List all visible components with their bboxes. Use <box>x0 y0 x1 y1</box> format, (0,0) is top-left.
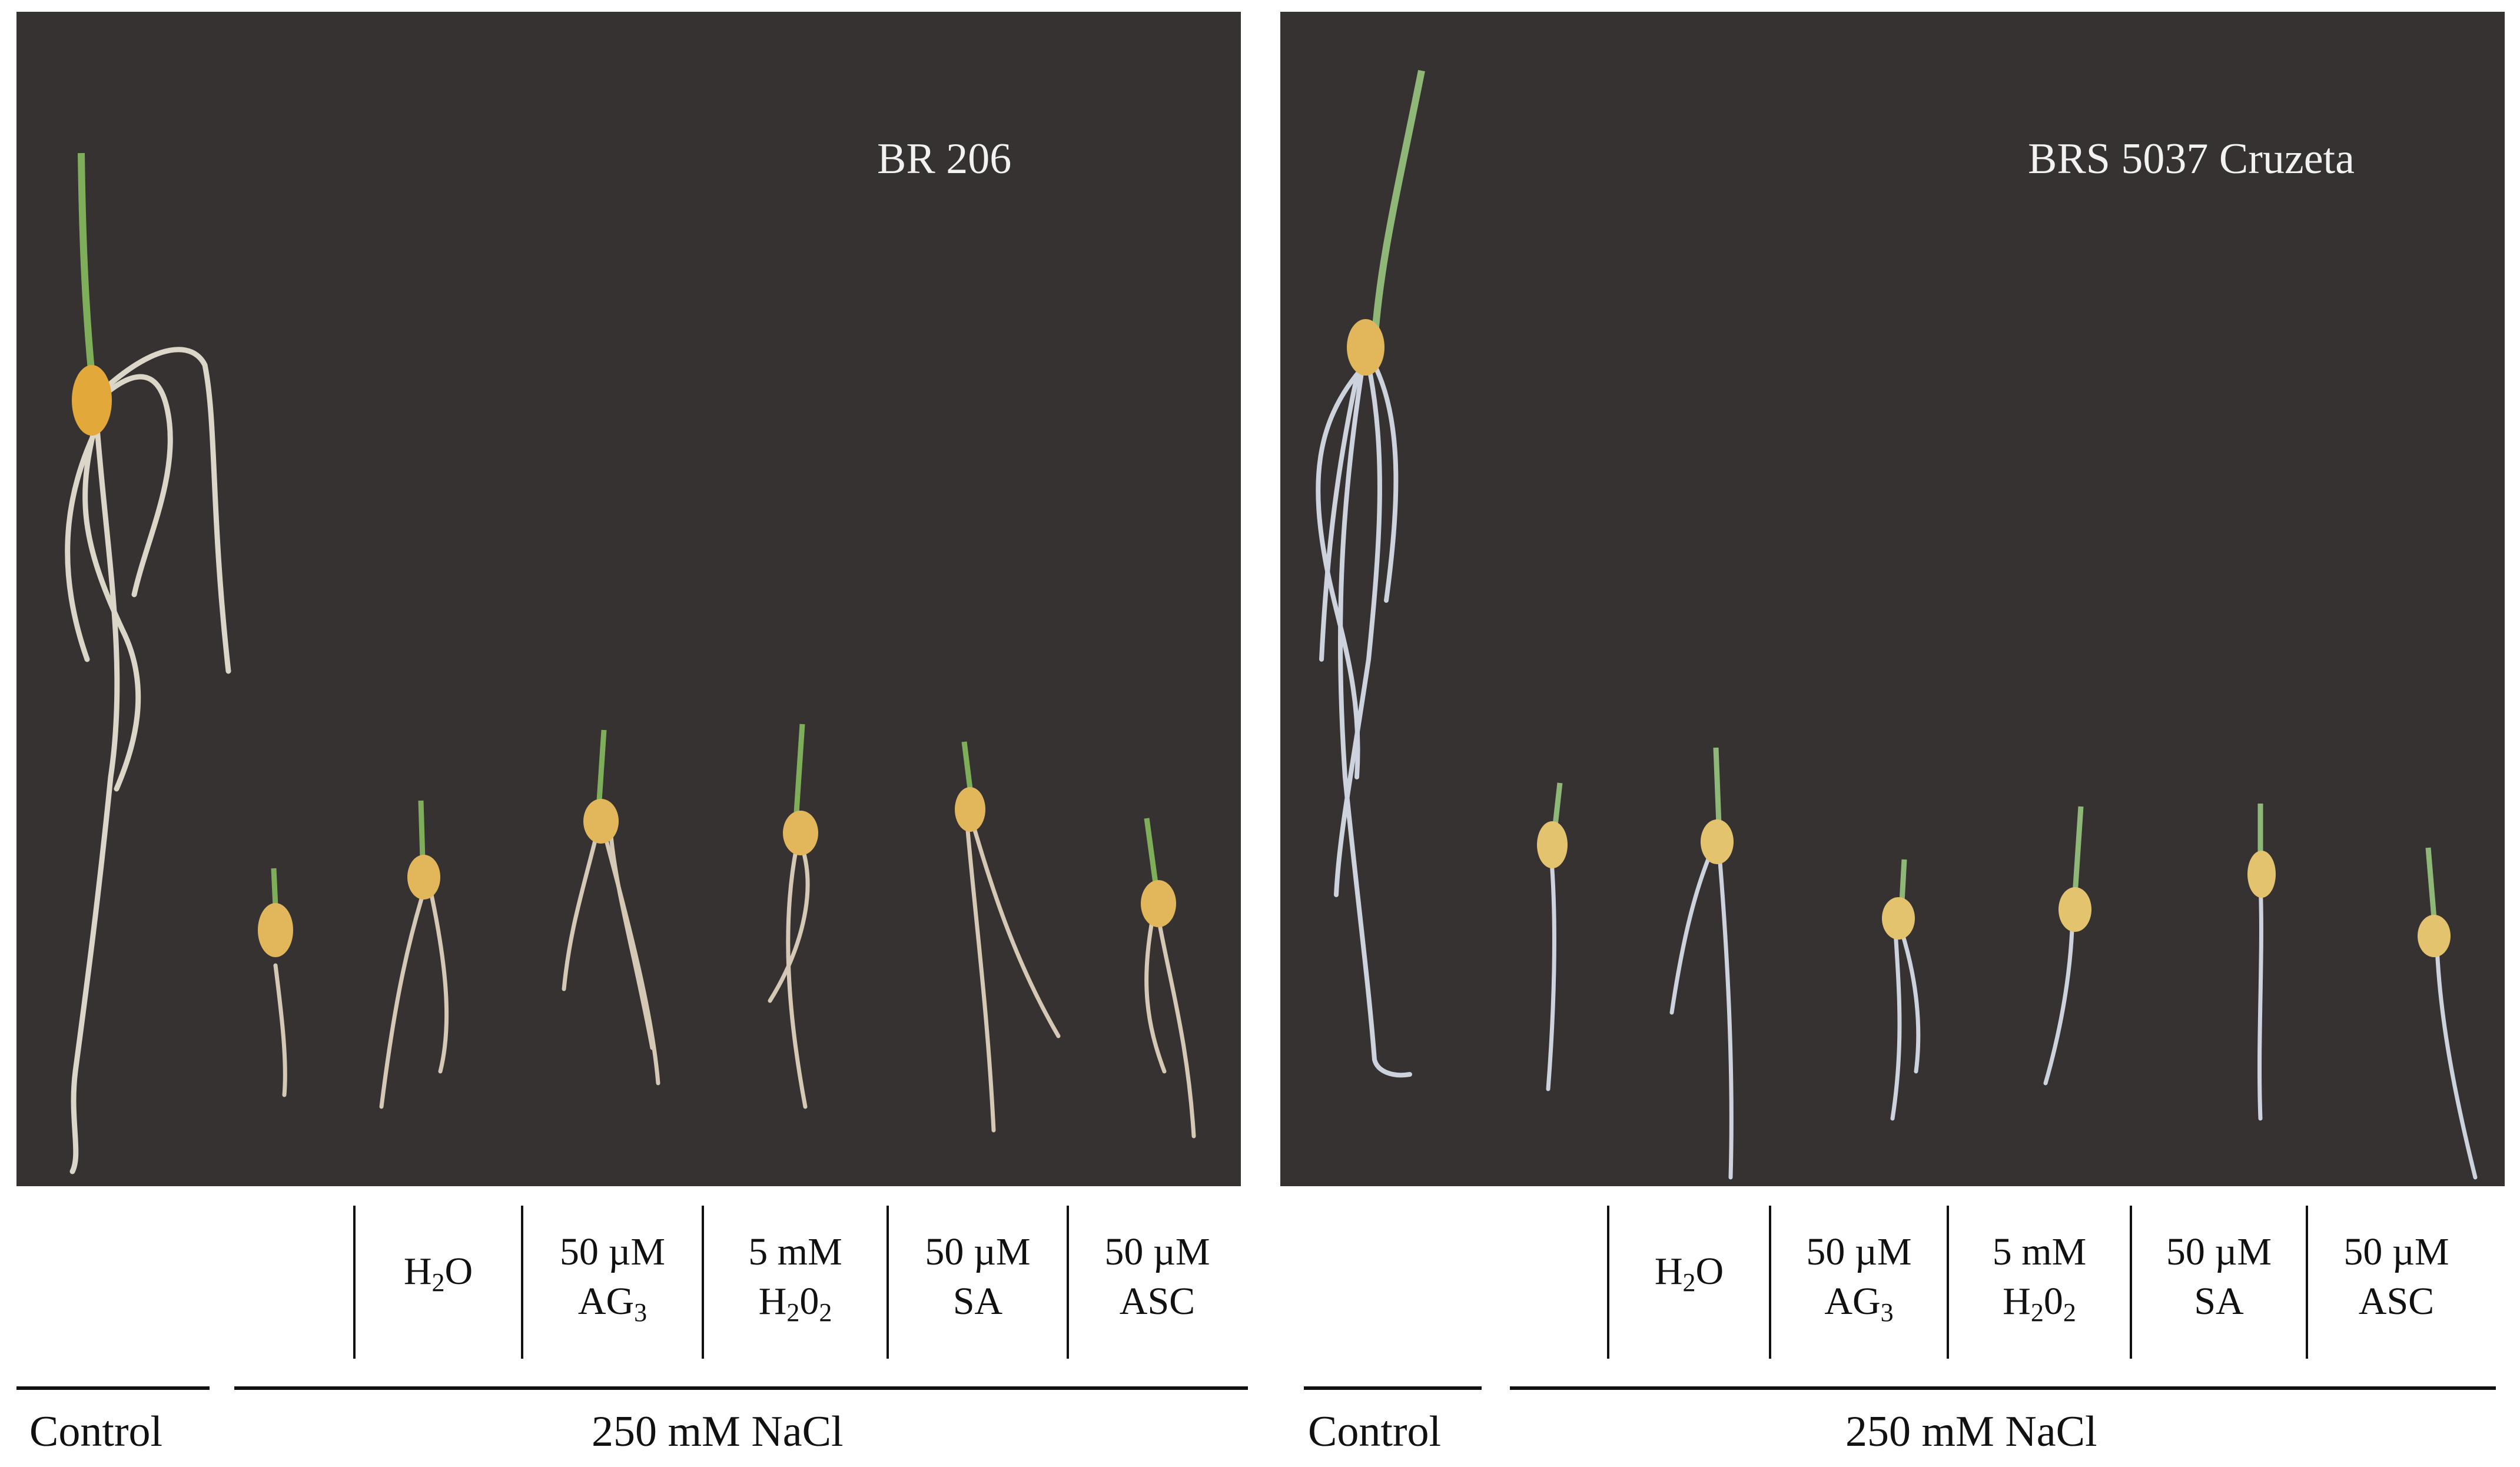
divider <box>521 1206 523 1359</box>
seedling-photo-brs5037: BRS 5037 Cruzeta <box>1280 12 2505 1186</box>
treatment-text: H <box>403 1250 432 1293</box>
treatment-label-h2o: H2O <box>1609 1247 1769 1296</box>
cultivar-label: BRS 5037 Cruzeta <box>2028 135 2355 183</box>
treatment-text: O <box>444 1250 473 1293</box>
treatment-text: AG <box>1824 1280 1881 1323</box>
subscript: 2 <box>819 1298 832 1327</box>
subscript: 2 <box>1682 1268 1696 1297</box>
nacl-bracket <box>1510 1386 2496 1390</box>
treatment-text: 50 µM <box>1104 1230 1210 1273</box>
treatment-label-ag3: 50 µM AG3 <box>523 1227 702 1326</box>
treatment-text: ASC <box>1119 1280 1196 1323</box>
treatment-label-asc: 50 µM ASC <box>1069 1227 1246 1326</box>
treatment-text: H <box>1654 1250 1683 1293</box>
control-label: Control <box>29 1408 163 1456</box>
divider <box>1067 1206 1069 1359</box>
subscript: 3 <box>1880 1298 1894 1327</box>
divider <box>353 1206 356 1359</box>
treatment-text: AG <box>577 1280 635 1323</box>
nacl-label: 250 mM NaCl <box>592 1408 844 1456</box>
treatment-label-sa: 50 µM SA <box>2132 1227 2306 1326</box>
treatment-text: 0 <box>799 1280 819 1323</box>
treatment-text: SA <box>952 1280 1003 1323</box>
treatment-label-h2o2: 5 mM H202 <box>704 1227 887 1326</box>
treatment-text: 5 mM <box>748 1230 842 1273</box>
control-bracket <box>16 1386 210 1390</box>
subscript: 2 <box>786 1298 800 1327</box>
treatment-text: 50 µM <box>2343 1230 2449 1273</box>
subscript: 2 <box>2063 1298 2076 1327</box>
treatment-text: 50 µM <box>559 1230 666 1273</box>
subscript: 2 <box>431 1268 445 1297</box>
nacl-bracket <box>234 1386 1248 1390</box>
cultivar-label: BR 206 <box>877 135 1012 183</box>
treatment-text: 50 µM <box>2166 1230 2272 1273</box>
seedlings-illustration-br206 <box>65 152 1196 1174</box>
divider <box>1769 1206 1771 1359</box>
treatment-text: 5 mM <box>1992 1230 2087 1273</box>
divider <box>1607 1206 1609 1359</box>
nacl-label: 250 mM NaCl <box>1845 1408 2097 1456</box>
panel-br206: BR 206 H2O 50 µM AG3 5 mM H202 50 µM SA … <box>16 12 1248 1456</box>
control-bracket <box>1304 1386 1482 1390</box>
seedlings-illustration-brs5037 <box>1316 69 2478 1180</box>
seedling-photo-br206: BR 206 <box>16 12 1241 1186</box>
subscript: 2 <box>2030 1298 2044 1327</box>
treatment-text: H <box>758 1280 787 1323</box>
divider <box>2306 1206 2308 1359</box>
treatment-text: 50 µM <box>925 1230 1031 1273</box>
treatment-text: H <box>2003 1280 2031 1323</box>
divider <box>1947 1206 1949 1359</box>
treatment-label-h2o2: 5 mM H202 <box>1949 1227 2130 1326</box>
treatment-label-sa: 50 µM SA <box>889 1227 1067 1326</box>
panel-brs5037: BRS 5037 Cruzeta H2O 50 µM AG3 5 mM H202… <box>1260 0 2519 1467</box>
control-label: Control <box>1308 1408 1442 1456</box>
treatment-label-asc: 50 µM ASC <box>2308 1227 2485 1326</box>
treatment-text: 0 <box>2043 1280 2063 1323</box>
treatment-text: 50 µM <box>1806 1230 1912 1273</box>
divider <box>887 1206 889 1359</box>
treatment-text: ASC <box>2358 1280 2435 1323</box>
treatment-text: SA <box>2194 1280 2244 1323</box>
subscript: 3 <box>634 1298 648 1327</box>
treatment-label-ag3: 50 µM AG3 <box>1771 1227 1947 1326</box>
divider <box>2130 1206 2132 1359</box>
divider <box>702 1206 704 1359</box>
treatment-text: O <box>1695 1250 1724 1293</box>
treatment-label-h2o: H2O <box>356 1247 521 1296</box>
